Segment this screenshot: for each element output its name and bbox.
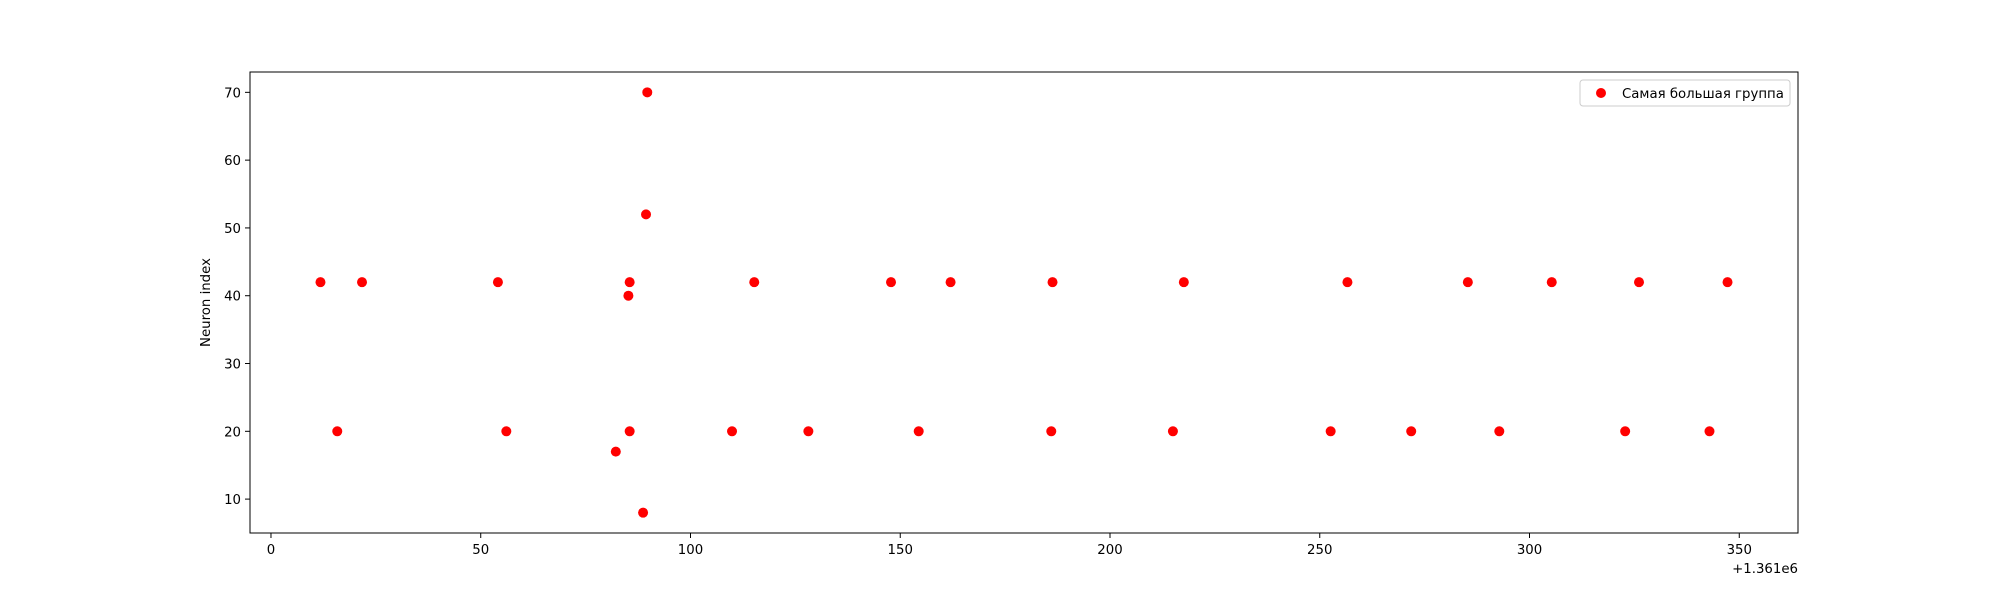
y-tick-label: 60 xyxy=(224,154,241,169)
scatter-point xyxy=(1634,277,1645,288)
x-tick-label: 0 xyxy=(267,543,275,558)
scatter-point xyxy=(1462,277,1473,288)
scatter-point xyxy=(1704,426,1715,437)
scatter-point xyxy=(1620,426,1631,437)
scatter-point xyxy=(1047,277,1058,288)
scatter-point xyxy=(1546,277,1557,288)
x-axis: 0 50 100 150 200 250 300 350 xyxy=(267,533,1752,558)
scatter-point xyxy=(1494,426,1505,437)
scatter-point xyxy=(315,277,326,288)
scatter-point xyxy=(610,446,621,457)
x-tick-label: 200 xyxy=(1097,543,1122,558)
scatter-point xyxy=(642,87,653,98)
scatter-point xyxy=(749,277,760,288)
scatter-point xyxy=(1722,277,1733,288)
plot-frame xyxy=(249,71,1799,534)
scatter-point xyxy=(1046,426,1057,437)
scatter-point xyxy=(913,426,924,437)
y-axis-label: Neuron index xyxy=(199,258,214,347)
scatter-point xyxy=(1342,277,1353,288)
scatter-point xyxy=(332,426,343,437)
legend-frame xyxy=(1579,79,1791,107)
scatter-point xyxy=(624,277,635,288)
legend-marker xyxy=(1596,88,1606,98)
scatter-point xyxy=(803,426,814,437)
scatter-point xyxy=(623,290,634,301)
y-tick-label: 50 xyxy=(224,222,241,237)
y-tick-label: 20 xyxy=(224,425,241,440)
scatter-point xyxy=(1406,426,1417,437)
x-tick-label: 250 xyxy=(1307,543,1332,558)
scatter-point xyxy=(727,426,738,437)
x-tick-label: 150 xyxy=(888,543,913,558)
x-tick-label: 300 xyxy=(1517,543,1542,558)
scatter-point xyxy=(641,209,652,220)
legend: Самая большая группа xyxy=(1579,79,1791,107)
points-layer xyxy=(315,87,1733,518)
scatter-point xyxy=(1167,426,1178,437)
y-tick-label: 10 xyxy=(224,493,241,508)
scatter-point xyxy=(492,277,503,288)
y-tick-label: 40 xyxy=(224,290,241,305)
scatter-point xyxy=(501,426,512,437)
scatter-point xyxy=(357,277,368,288)
scatter-point xyxy=(886,277,897,288)
legend-entry-label: Самая большая группа xyxy=(1622,86,1784,102)
y-axis: 10 20 30 40 50 60 70 xyxy=(224,86,250,508)
scatter-point xyxy=(624,426,635,437)
x-tick-label: 50 xyxy=(472,543,489,558)
x-tick-label: 350 xyxy=(1727,543,1752,558)
y-tick-label: 70 xyxy=(224,86,241,101)
x-axis-offset-label: +1.361e6 xyxy=(1732,562,1798,577)
y-tick-label: 30 xyxy=(224,358,241,373)
scatter-point xyxy=(1325,426,1336,437)
scatter-point xyxy=(638,507,649,518)
x-tick-label: 100 xyxy=(678,543,703,558)
scatter-point xyxy=(1178,277,1189,288)
scatter-point xyxy=(945,277,956,288)
